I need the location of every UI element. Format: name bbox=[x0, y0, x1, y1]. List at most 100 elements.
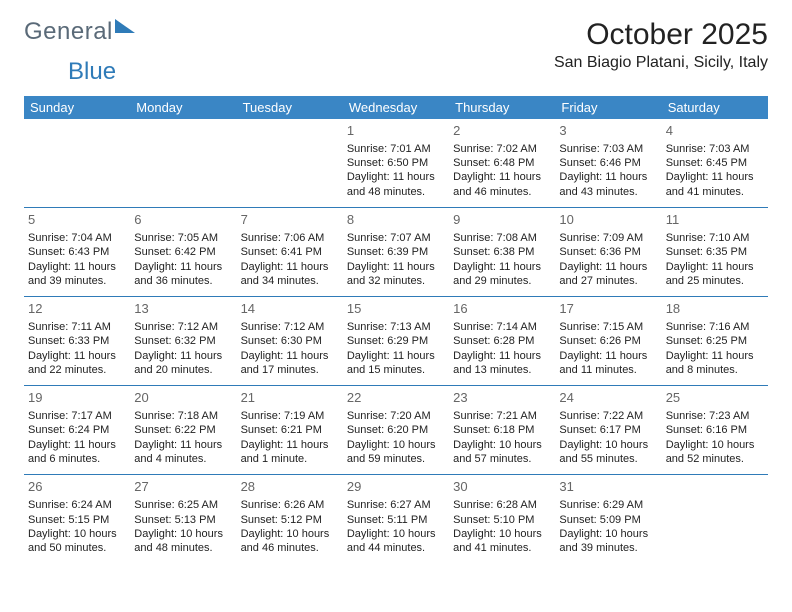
logo-text-1: General bbox=[24, 18, 113, 46]
daylight-text: and 59 minutes. bbox=[347, 452, 445, 466]
logo: General bbox=[24, 18, 135, 46]
daylight-text: Daylight: 11 hours bbox=[134, 260, 232, 274]
sunrise-text: Sunrise: 7:16 AM bbox=[666, 320, 764, 334]
sunrise-text: Sunrise: 7:23 AM bbox=[666, 409, 764, 423]
daylight-text: and 4 minutes. bbox=[134, 452, 232, 466]
calendar-cell: 29Sunrise: 6:27 AMSunset: 5:11 PMDayligh… bbox=[343, 475, 449, 564]
sunrise-text: Sunrise: 7:21 AM bbox=[453, 409, 551, 423]
sunset-text: Sunset: 6:25 PM bbox=[666, 334, 764, 348]
day-number: 26 bbox=[28, 479, 126, 496]
calendar-cell: 9Sunrise: 7:08 AMSunset: 6:38 PMDaylight… bbox=[449, 208, 555, 297]
sunrise-text: Sunrise: 7:14 AM bbox=[453, 320, 551, 334]
sunrise-text: Sunrise: 7:09 AM bbox=[559, 231, 657, 245]
daylight-text: and 20 minutes. bbox=[134, 363, 232, 377]
sunset-text: Sunset: 6:18 PM bbox=[453, 423, 551, 437]
day-number: 7 bbox=[241, 212, 339, 229]
daylight-text: and 48 minutes. bbox=[134, 541, 232, 555]
daylight-text: Daylight: 10 hours bbox=[134, 527, 232, 541]
logo-text-2: Blue bbox=[68, 58, 116, 85]
daylight-text: and 29 minutes. bbox=[453, 274, 551, 288]
weekday-header: Friday bbox=[555, 96, 661, 119]
daylight-text: Daylight: 11 hours bbox=[347, 349, 445, 363]
calendar-cell-empty bbox=[130, 119, 236, 208]
calendar-cell: 31Sunrise: 6:29 AMSunset: 5:09 PMDayligh… bbox=[555, 475, 661, 564]
daylight-text: Daylight: 10 hours bbox=[28, 527, 126, 541]
daylight-text: and 57 minutes. bbox=[453, 452, 551, 466]
calendar-body: 1Sunrise: 7:01 AMSunset: 6:50 PMDaylight… bbox=[24, 119, 768, 563]
daylight-text: Daylight: 10 hours bbox=[453, 527, 551, 541]
calendar-cell: 22 Sunrise: 7:20 AMSunset: 6:20 PMDayligh… bbox=[343, 386, 449, 475]
day-number: 22 bbox=[347, 390, 445, 407]
sunrise-text: Sunrise: 7:19 AM bbox=[241, 409, 339, 423]
day-number: 11 bbox=[666, 212, 764, 229]
page-title: October 2025 bbox=[554, 18, 768, 52]
sunset-text: Sunset: 5:15 PM bbox=[28, 513, 126, 527]
sunset-text: Sunset: 5:09 PM bbox=[559, 513, 657, 527]
calendar-row: 26Sunrise: 6:24 AMSunset: 5:15 PMDayligh… bbox=[24, 475, 768, 564]
sunset-text: Sunset: 6:38 PM bbox=[453, 245, 551, 259]
weekday-header: Sunday bbox=[24, 96, 130, 119]
daylight-text: Daylight: 11 hours bbox=[28, 349, 126, 363]
calendar-cell: 27Sunrise: 6:25 AMSunset: 5:13 PMDayligh… bbox=[130, 475, 236, 564]
sunset-text: Sunset: 6:22 PM bbox=[134, 423, 232, 437]
sunrise-text: Sunrise: 7:03 AM bbox=[666, 142, 764, 156]
sunset-text: Sunset: 6:48 PM bbox=[453, 156, 551, 170]
calendar-cell: 12Sunrise: 7:11 AMSunset: 6:33 PMDayligh… bbox=[24, 297, 130, 386]
daylight-text: and 15 minutes. bbox=[347, 363, 445, 377]
day-number: 13 bbox=[134, 301, 232, 318]
weekday-header: Tuesday bbox=[237, 96, 343, 119]
daylight-text: Daylight: 10 hours bbox=[347, 438, 445, 452]
daylight-text: Daylight: 10 hours bbox=[347, 527, 445, 541]
title-block: October 2025 San Biagio Platani, Sicily,… bbox=[554, 18, 768, 72]
sunset-text: Sunset: 6:16 PM bbox=[666, 423, 764, 437]
calendar-cell: 23Sunrise: 7:21 AMSunset: 6:18 PMDayligh… bbox=[449, 386, 555, 475]
calendar-cell-empty bbox=[237, 119, 343, 208]
sunrise-text: Sunrise: 7:20 AM bbox=[347, 409, 445, 423]
day-number: 30 bbox=[453, 479, 551, 496]
daylight-text: and 46 minutes. bbox=[241, 541, 339, 555]
day-number: 10 bbox=[559, 212, 657, 229]
daylight-text: and 11 minutes. bbox=[559, 363, 657, 377]
daylight-text: and 39 minutes. bbox=[28, 274, 126, 288]
daylight-text: Daylight: 10 hours bbox=[241, 527, 339, 541]
calendar-row: 1Sunrise: 7:01 AMSunset: 6:50 PMDaylight… bbox=[24, 119, 768, 208]
daylight-text: and 6 minutes. bbox=[28, 452, 126, 466]
sunset-text: Sunset: 5:11 PM bbox=[347, 513, 445, 527]
daylight-text: and 46 minutes. bbox=[453, 185, 551, 199]
sunrise-text: Sunrise: 7:06 AM bbox=[241, 231, 339, 245]
calendar-cell: 26Sunrise: 6:24 AMSunset: 5:15 PMDayligh… bbox=[24, 475, 130, 564]
daylight-text: Daylight: 10 hours bbox=[559, 438, 657, 452]
day-number: 21 bbox=[241, 390, 339, 407]
logo-triangle-icon bbox=[115, 19, 135, 33]
weekday-header: Saturday bbox=[662, 96, 768, 119]
sunrise-text: Sunrise: 6:28 AM bbox=[453, 498, 551, 512]
daylight-text: Daylight: 11 hours bbox=[666, 260, 764, 274]
daylight-text: Daylight: 11 hours bbox=[559, 349, 657, 363]
day-number: 18 bbox=[666, 301, 764, 318]
day-number: 20 bbox=[134, 390, 232, 407]
calendar-cell-empty bbox=[662, 475, 768, 564]
daylight-text: and 25 minutes. bbox=[666, 274, 764, 288]
sunset-text: Sunset: 6:41 PM bbox=[241, 245, 339, 259]
daylight-text: and 8 minutes. bbox=[666, 363, 764, 377]
sunset-text: Sunset: 6:35 PM bbox=[666, 245, 764, 259]
sunrise-text: Sunrise: 7:03 AM bbox=[559, 142, 657, 156]
sunset-text: Sunset: 5:12 PM bbox=[241, 513, 339, 527]
day-number: 8 bbox=[347, 212, 445, 229]
daylight-text: and 27 minutes. bbox=[559, 274, 657, 288]
daylight-text: Daylight: 11 hours bbox=[453, 170, 551, 184]
calendar-head: SundayMondayTuesdayWednesdayThursdayFrid… bbox=[24, 96, 768, 119]
sunset-text: Sunset: 6:20 PM bbox=[347, 423, 445, 437]
day-number: 27 bbox=[134, 479, 232, 496]
calendar-cell: 20Sunrise: 7:18 AMSunset: 6:22 PMDayligh… bbox=[130, 386, 236, 475]
sunrise-text: Sunrise: 7:11 AM bbox=[28, 320, 126, 334]
sunset-text: Sunset: 6:45 PM bbox=[666, 156, 764, 170]
sunrise-text: Sunrise: 7:12 AM bbox=[241, 320, 339, 334]
calendar-cell: 14Sunrise: 7:12 AMSunset: 6:30 PMDayligh… bbox=[237, 297, 343, 386]
sunrise-text: Sunrise: 7:15 AM bbox=[559, 320, 657, 334]
day-number: 3 bbox=[559, 123, 657, 140]
daylight-text: Daylight: 10 hours bbox=[666, 438, 764, 452]
sunrise-text: Sunrise: 6:25 AM bbox=[134, 498, 232, 512]
weekday-header: Wednesday bbox=[343, 96, 449, 119]
sunrise-text: Sunrise: 7:07 AM bbox=[347, 231, 445, 245]
